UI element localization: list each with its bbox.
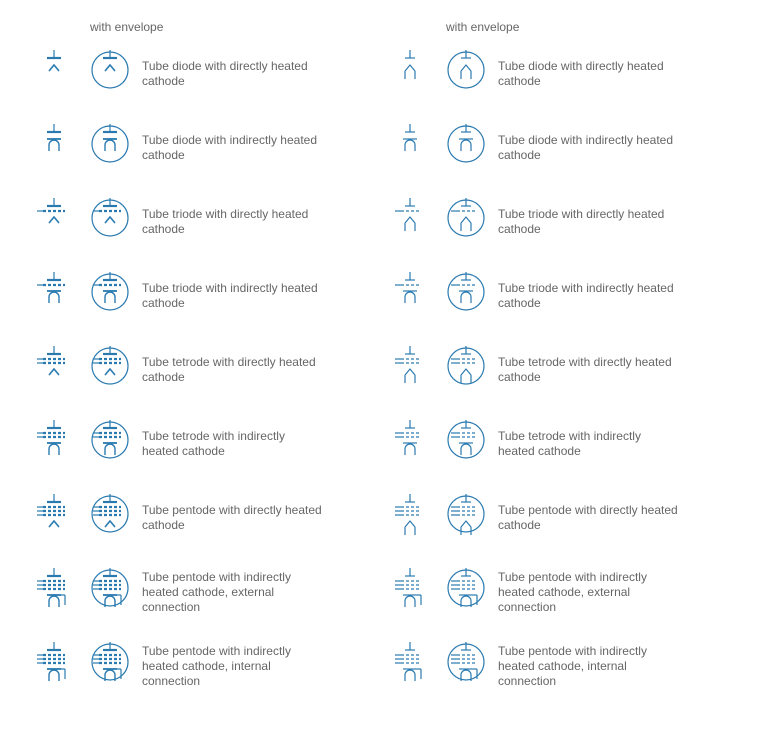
symbol-label: Tube diode with indirectly heated cathod… bbox=[142, 133, 322, 163]
symbol-label: Tube triode with directly heated cathode bbox=[142, 207, 322, 237]
symbol-label: Tube pentode with indirectly heated cath… bbox=[142, 644, 322, 689]
left-row-0: Tube diode with directly heated cathode bbox=[30, 46, 376, 102]
right-row-6: Tube pentode with directly heated cathod… bbox=[386, 490, 732, 546]
tube-symbol-bare-icon bbox=[386, 490, 434, 546]
symbol-label: Tube pentode with indirectly heated cath… bbox=[142, 570, 322, 615]
symbol-label: Tube pentode with directly heated cathod… bbox=[498, 503, 678, 533]
tube-symbol-envelope-icon bbox=[86, 564, 134, 620]
tube-symbol-envelope-icon bbox=[442, 46, 490, 102]
tube-symbol-bare-icon bbox=[30, 564, 78, 620]
tube-symbol-envelope-icon bbox=[442, 490, 490, 546]
tube-symbol-envelope-icon bbox=[86, 268, 134, 324]
tube-symbol-bare-icon bbox=[386, 638, 434, 694]
tube-symbol-bare-icon bbox=[386, 120, 434, 176]
right-row-3: Tube triode with indirectly heated catho… bbox=[386, 268, 732, 324]
tube-symbol-bare-icon bbox=[30, 490, 78, 546]
right-column: with envelope Tube diode with directly h… bbox=[386, 20, 732, 712]
left-row-5: Tube tetrode with indirectly heated cath… bbox=[30, 416, 376, 472]
tube-symbol-bare-icon bbox=[386, 268, 434, 324]
left-row-1: Tube diode with indirectly heated cathod… bbox=[30, 120, 376, 176]
left-column: with envelope Tube diode with directly h… bbox=[30, 20, 376, 712]
left-row-6: Tube pentode with directly heated cathod… bbox=[30, 490, 376, 546]
left-row-8: Tube pentode with indirectly heated cath… bbox=[30, 638, 376, 694]
tube-symbol-envelope-icon bbox=[442, 416, 490, 472]
symbol-label: Tube tetrode with indirectly heated cath… bbox=[498, 429, 678, 459]
symbol-label: Tube tetrode with indirectly heated cath… bbox=[142, 429, 322, 459]
tube-symbol-bare-icon bbox=[30, 194, 78, 250]
tube-symbol-envelope-icon bbox=[86, 342, 134, 398]
tube-symbol-envelope-icon bbox=[86, 638, 134, 694]
symbol-label: Tube diode with directly heated cathode bbox=[498, 59, 678, 89]
symbol-label: Tube pentode with indirectly heated cath… bbox=[498, 644, 678, 689]
tube-symbol-bare-icon bbox=[30, 342, 78, 398]
right-row-4: Tube tetrode with directly heated cathod… bbox=[386, 342, 732, 398]
tube-symbol-envelope-icon bbox=[442, 564, 490, 620]
tube-symbol-bare-icon bbox=[386, 194, 434, 250]
tube-symbol-bare-icon bbox=[30, 638, 78, 694]
left-row-4: Tube tetrode with directly heated cathod… bbox=[30, 342, 376, 398]
tube-symbol-envelope-icon bbox=[86, 46, 134, 102]
tube-symbol-envelope-icon bbox=[86, 120, 134, 176]
right-row-7: Tube pentode with indirectly heated cath… bbox=[386, 564, 732, 620]
left-row-3: Tube triode with indirectly heated catho… bbox=[30, 268, 376, 324]
symbol-label: Tube triode with indirectly heated catho… bbox=[142, 281, 322, 311]
symbol-label: Tube pentode with directly heated cathod… bbox=[142, 503, 322, 533]
tube-symbol-envelope-icon bbox=[86, 194, 134, 250]
right-row-5: Tube tetrode with indirectly heated cath… bbox=[386, 416, 732, 472]
symbol-label: Tube diode with indirectly heated cathod… bbox=[498, 133, 678, 163]
symbol-label: Tube pentode with indirectly heated cath… bbox=[498, 570, 678, 615]
tube-symbol-envelope-icon bbox=[442, 342, 490, 398]
tube-symbol-envelope-icon bbox=[86, 490, 134, 546]
tube-symbol-bare-icon bbox=[30, 416, 78, 472]
left-row-2: Tube triode with directly heated cathode bbox=[30, 194, 376, 250]
tube-symbol-envelope-icon bbox=[442, 638, 490, 694]
tube-symbol-envelope-icon bbox=[442, 194, 490, 250]
tube-symbol-bare-icon bbox=[30, 268, 78, 324]
right-row-1: Tube diode with indirectly heated cathod… bbox=[386, 120, 732, 176]
tube-symbol-envelope-icon bbox=[86, 416, 134, 472]
tube-symbol-bare-icon bbox=[30, 120, 78, 176]
tube-symbol-envelope-icon bbox=[442, 120, 490, 176]
right-row-2: Tube triode with directly heated cathode bbox=[386, 194, 732, 250]
symbol-label: Tube triode with indirectly heated catho… bbox=[498, 281, 678, 311]
left-header: with envelope bbox=[90, 20, 376, 34]
left-row-7: Tube pentode with indirectly heated cath… bbox=[30, 564, 376, 620]
tube-symbol-envelope-icon bbox=[442, 268, 490, 324]
symbol-label: Tube tetrode with directly heated cathod… bbox=[498, 355, 678, 385]
tube-symbol-bare-icon bbox=[30, 46, 78, 102]
tube-symbol-bare-icon bbox=[386, 46, 434, 102]
tube-symbol-bare-icon bbox=[386, 416, 434, 472]
right-row-0: Tube diode with directly heated cathode bbox=[386, 46, 732, 102]
right-row-8: Tube pentode with indirectly heated cath… bbox=[386, 638, 732, 694]
symbol-label: Tube triode with directly heated cathode bbox=[498, 207, 678, 237]
right-header: with envelope bbox=[446, 20, 732, 34]
tube-symbol-bare-icon bbox=[386, 564, 434, 620]
symbol-columns: with envelope Tube diode with directly h… bbox=[30, 20, 732, 712]
symbol-label: Tube diode with directly heated cathode bbox=[142, 59, 322, 89]
tube-symbol-bare-icon bbox=[386, 342, 434, 398]
symbol-label: Tube tetrode with directly heated cathod… bbox=[142, 355, 322, 385]
